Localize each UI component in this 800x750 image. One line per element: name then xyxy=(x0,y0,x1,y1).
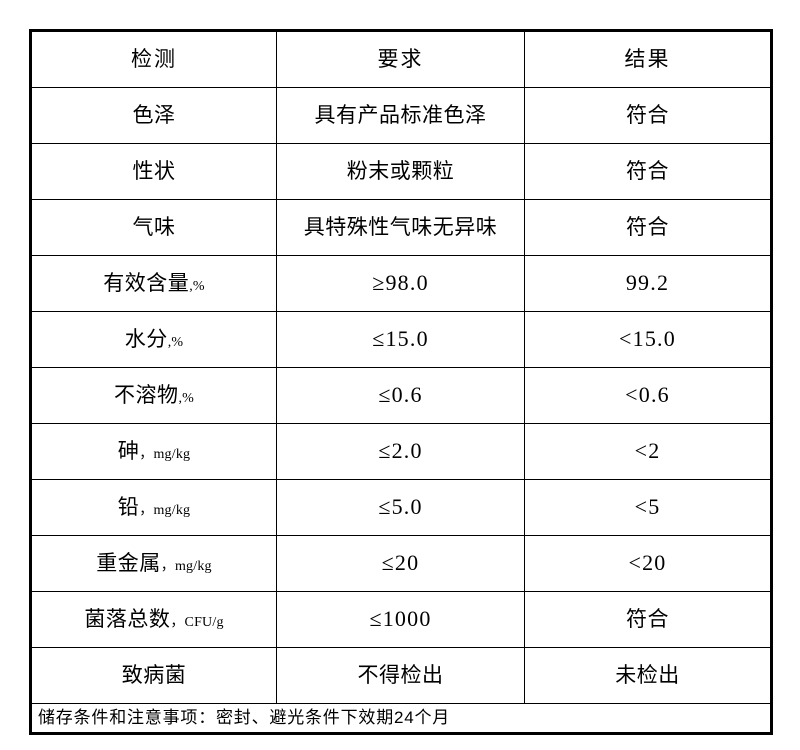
requirement-value: 粉末或颗粒 xyxy=(346,159,455,183)
storage-note-row: 储存条件和注意事项：密封、避光条件下效期24个月 xyxy=(30,703,772,734)
cell-requirement: ≤5.0 xyxy=(276,479,525,536)
cell-result: 符合 xyxy=(524,591,772,648)
item-unit: ,% xyxy=(189,278,205,294)
table-row: 气味 具特殊性气味无异味 符合 xyxy=(30,199,772,256)
result-value: 符合 xyxy=(626,159,669,183)
item-unit: ，mg/kg xyxy=(160,558,212,574)
item-unit: ,% xyxy=(167,334,184,350)
cell-item: 水分,% xyxy=(30,311,277,368)
table-row: 菌落总数，CFU/g ≤1000 符合 xyxy=(30,591,772,648)
table-row: 不溶物,% ≤0.6 <0.6 xyxy=(30,367,772,424)
requirement-value: ≤1000 xyxy=(369,606,432,632)
cell-result: <5 xyxy=(524,479,772,536)
item-unit: ,% xyxy=(178,390,195,406)
cell-requirement: 具特殊性气味无异味 xyxy=(276,199,525,256)
cell-requirement: ≤20 xyxy=(276,535,525,592)
cell-result: <0.6 xyxy=(524,367,772,424)
table-row: 色泽 具有产品标准色泽 符合 xyxy=(30,87,772,144)
cell-item: 铅，mg/kg xyxy=(30,479,277,536)
column-header-label: 结果 xyxy=(624,47,671,71)
column-header-label: 检测 xyxy=(131,47,177,71)
item-label: 不溶物,% xyxy=(113,383,195,407)
result-value: 符合 xyxy=(626,103,669,127)
requirement-value: ≥98.0 xyxy=(372,270,429,296)
table-row: 砷，mg/kg ≤2.0 <2 xyxy=(30,423,772,480)
cell-result: <2 xyxy=(524,423,772,480)
item-label: 重金属，mg/kg xyxy=(96,551,212,575)
cell-result: 未检出 xyxy=(524,647,772,704)
cell-item: 气味 xyxy=(30,199,277,256)
header-cell-result: 结果 xyxy=(524,30,772,88)
cell-item: 致病菌 xyxy=(30,647,277,704)
item-label: 水分,% xyxy=(124,327,184,351)
requirement-value: ≤15.0 xyxy=(372,326,429,352)
item-unit: ，mg/kg xyxy=(139,502,191,518)
item-label: 色泽 xyxy=(132,103,176,127)
item-label: 性状 xyxy=(132,159,176,183)
result-value: 99.2 xyxy=(625,270,670,296)
table-row: 重金属，mg/kg ≤20 <20 xyxy=(30,535,772,592)
requirement-value: 具特殊性气味无异味 xyxy=(303,215,498,239)
result-value: 符合 xyxy=(626,215,669,239)
cell-requirement: 具有产品标准色泽 xyxy=(276,87,525,144)
requirement-value: 不得检出 xyxy=(357,663,444,687)
cell-result: <20 xyxy=(524,535,772,592)
cell-requirement: ≤2.0 xyxy=(276,423,525,480)
result-value: 符合 xyxy=(626,607,669,631)
column-header-label: 要求 xyxy=(377,47,424,71)
cell-item: 性状 xyxy=(30,143,277,200)
cell-item: 不溶物,% xyxy=(30,367,277,424)
table-row: 致病菌 不得检出 未检出 xyxy=(30,647,772,704)
result-value: <20 xyxy=(628,550,667,576)
cell-requirement: 不得检出 xyxy=(276,647,525,704)
table-row: 铅，mg/kg ≤5.0 <5 xyxy=(30,479,772,536)
table-row: 有效含量,% ≥98.0 99.2 xyxy=(30,255,772,312)
header-cell-requirement: 要求 xyxy=(276,30,525,88)
cell-requirement: ≤0.6 xyxy=(276,367,525,424)
requirement-value: ≤2.0 xyxy=(378,438,423,464)
table-body: 检测 要求 结果 色泽 具有产品标准色泽 符合 xyxy=(30,30,772,734)
result-value: <2 xyxy=(634,438,661,464)
requirement-value: ≤0.6 xyxy=(378,382,423,408)
item-label: 砷，mg/kg xyxy=(117,439,191,463)
result-value: <5 xyxy=(634,494,661,520)
cell-result: 符合 xyxy=(524,143,772,200)
item-label: 致病菌 xyxy=(121,663,187,687)
cell-requirement: ≤1000 xyxy=(276,591,525,648)
item-label: 菌落总数，CFU/g xyxy=(84,607,224,631)
cell-item: 重金属，mg/kg xyxy=(30,535,277,592)
item-label: 气味 xyxy=(132,215,176,239)
inspection-results-table: 检测 要求 结果 色泽 具有产品标准色泽 符合 xyxy=(29,29,773,735)
requirement-value: ≤5.0 xyxy=(378,494,423,520)
item-label: 铅，mg/kg xyxy=(117,495,191,519)
requirement-value: 具有产品标准色泽 xyxy=(314,103,487,127)
cell-result: 99.2 xyxy=(524,255,772,312)
cell-result: <15.0 xyxy=(524,311,772,368)
table-row: 性状 粉末或颗粒 符合 xyxy=(30,143,772,200)
cell-result: 符合 xyxy=(524,87,772,144)
cell-item: 色泽 xyxy=(30,87,277,144)
table-row: 水分,% ≤15.0 <15.0 xyxy=(30,311,772,368)
cell-storage-note: 储存条件和注意事项：密封、避光条件下效期24个月 xyxy=(30,703,772,734)
requirement-value: ≤20 xyxy=(381,550,420,576)
result-value: <15.0 xyxy=(619,326,676,352)
item-label: 有效含量,% xyxy=(103,271,205,295)
cell-requirement: ≤15.0 xyxy=(276,311,525,368)
result-value: <0.6 xyxy=(625,382,670,408)
cell-item: 有效含量,% xyxy=(30,255,277,312)
header-cell-item: 检测 xyxy=(30,30,277,88)
cell-result: 符合 xyxy=(524,199,772,256)
cell-item: 菌落总数，CFU/g xyxy=(30,591,277,648)
cell-requirement: ≥98.0 xyxy=(276,255,525,312)
cell-requirement: 粉末或颗粒 xyxy=(276,143,525,200)
item-unit: ，mg/kg xyxy=(139,446,191,462)
result-value: 未检出 xyxy=(615,663,680,687)
table-header-row: 检测 要求 结果 xyxy=(30,30,772,88)
cell-item: 砷，mg/kg xyxy=(30,423,277,480)
item-unit: ，CFU/g xyxy=(170,614,224,630)
storage-note-text: 储存条件和注意事项：密封、避光条件下效期24个月 xyxy=(38,707,451,727)
